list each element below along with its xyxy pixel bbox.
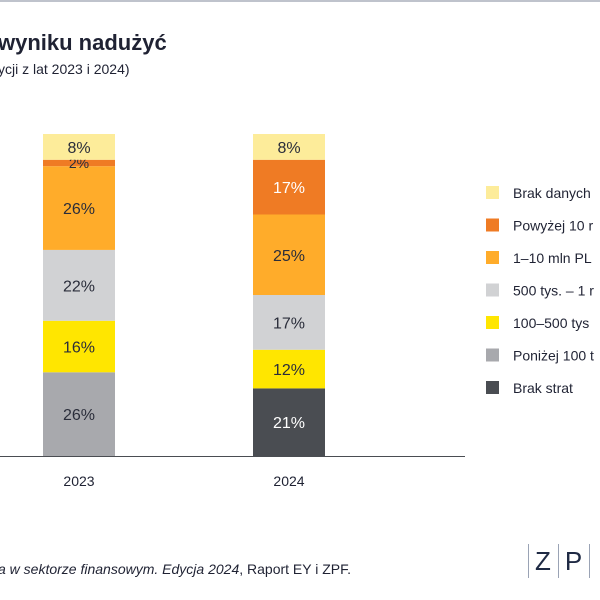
legend-swatch: [486, 348, 499, 362]
legend-label: 1–10 mln PL: [513, 250, 592, 266]
top-rule: [0, 0, 600, 2]
legend-swatch: [486, 381, 499, 394]
logo-divider: [557, 544, 559, 578]
legend-label: Brak strat: [513, 380, 573, 396]
data-label: 17%: [273, 315, 305, 332]
logo-divider: [589, 544, 591, 578]
bar-segment: [253, 214, 325, 295]
bar-segment: [253, 295, 325, 350]
legend-label: 500 tys. – 1 r: [513, 283, 594, 299]
logo-divider: [528, 544, 529, 578]
data-label: 26%: [63, 407, 95, 424]
legend-swatch: [486, 316, 499, 329]
legend-label: Powyżej 10 r: [513, 218, 593, 234]
legend-swatch: [486, 251, 499, 264]
bar-segment: [253, 134, 325, 160]
bar-segment: [43, 159, 115, 167]
x-tick-label: 2024: [273, 473, 304, 489]
legend-label: 100–500 tys: [513, 315, 589, 331]
bar-segment: [43, 134, 115, 160]
data-label: 12%: [273, 362, 305, 379]
source-publication: a w sektorze finansowym. Edycja 2024: [0, 561, 240, 577]
data-label: 26%: [63, 201, 95, 218]
legend-swatch: [486, 218, 499, 232]
legend-swatch: [486, 283, 499, 297]
legend-label: Poniżej 100 t: [513, 348, 594, 364]
data-label: 8%: [67, 140, 90, 157]
legend-label: Brak danych: [513, 185, 591, 201]
legend-swatch: [486, 186, 499, 199]
bar-segment: [253, 349, 325, 389]
bar-segment: [253, 159, 325, 215]
bar-segment: [43, 320, 115, 373]
bar-segment: [253, 388, 325, 456]
data-label: 22%: [63, 278, 95, 295]
data-label: 17%: [273, 180, 305, 197]
data-label: 25%: [273, 248, 305, 265]
logo-letter-z: Z: [535, 545, 552, 576]
data-label: 21%: [273, 415, 305, 432]
bar-segment: [43, 249, 115, 321]
chart-subtitle: ycji z lat 2023 i 2024): [0, 61, 130, 77]
bar-segment: [43, 166, 115, 250]
data-label: 8%: [277, 140, 300, 157]
source-note: a w sektorze finansowym. Edycja 2024, Ra…: [0, 561, 351, 577]
source-authors: , Raport EY i ZPF.: [239, 561, 352, 577]
chart-title: wyniku nadużyć: [0, 30, 167, 55]
bar-segment: [43, 372, 115, 456]
data-label: 16%: [63, 340, 95, 357]
logo-letter-p: P: [564, 545, 584, 576]
zpf-logo: Z P: [528, 544, 591, 578]
x-tick-label: 2023: [63, 473, 94, 489]
